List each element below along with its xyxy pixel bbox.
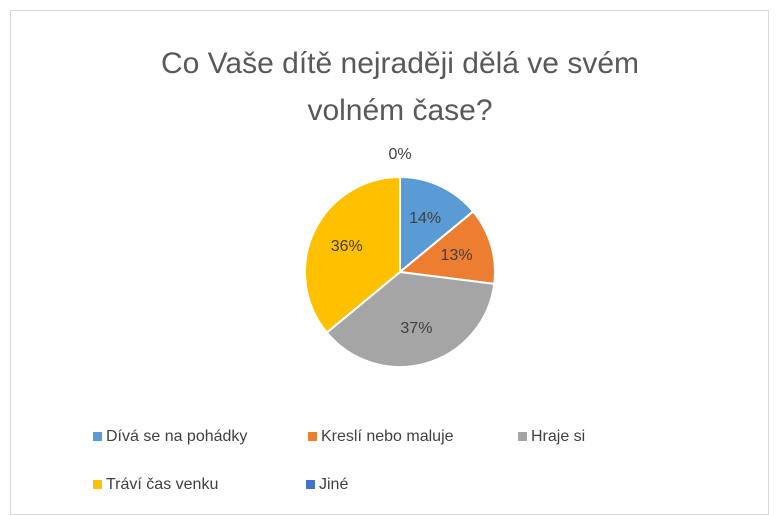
data-label: 0% [388, 146, 411, 163]
pie-slice [397, 210, 496, 286]
legend-label: Jiné [319, 476, 348, 493]
pie-slice [399, 175, 475, 275]
data-label: 13% [441, 247, 473, 264]
legend-swatch [306, 480, 315, 489]
legend-swatch [518, 432, 527, 441]
data-label: 14% [409, 210, 441, 227]
chart-title: Co Vaše dítě nejraději dělá ve svém voln… [160, 47, 640, 127]
legend-swatch [308, 432, 317, 441]
legend-swatch [93, 480, 102, 489]
pie-slice [325, 270, 496, 368]
data-label: 37% [400, 320, 432, 337]
data-label: 36% [331, 238, 363, 255]
legend-swatch [93, 432, 102, 441]
pie-slice [304, 175, 401, 334]
legend-label: Hraje si [531, 428, 585, 445]
legend-label: Tráví čas venku [106, 476, 218, 493]
legend-label: Dívá se na pohádky [106, 428, 247, 445]
legend-label: Kreslí nebo maluje [321, 428, 454, 445]
